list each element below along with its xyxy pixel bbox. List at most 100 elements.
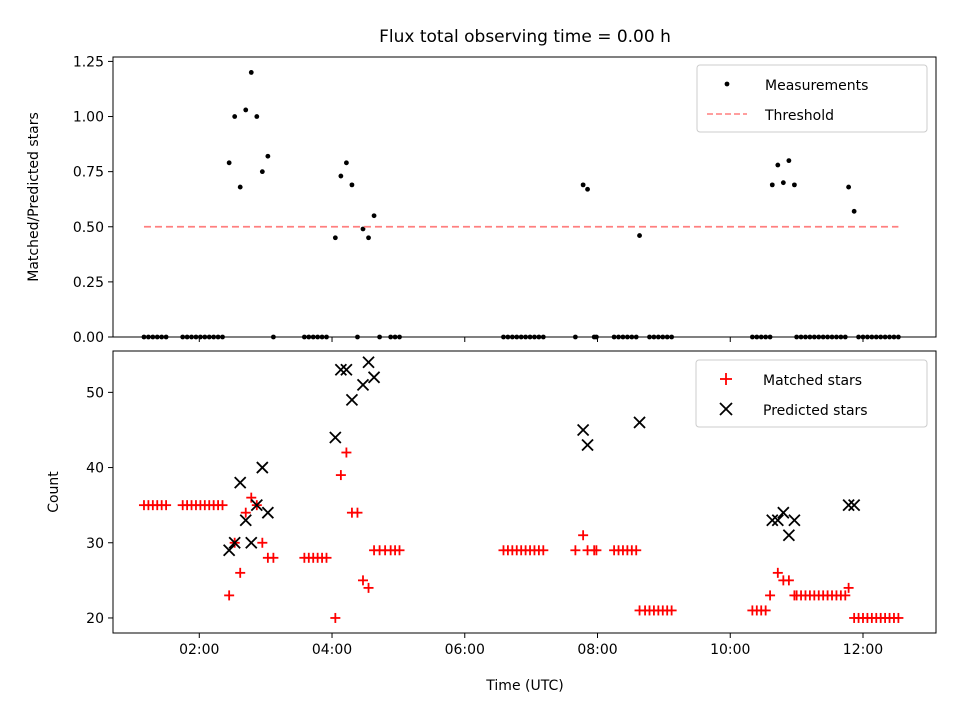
matched-star-marker — [257, 537, 268, 548]
top-legend[interactable]: Measurements Threshold — [696, 64, 928, 133]
x-tick-label: 04:00 — [312, 642, 352, 658]
measurement-point — [237, 184, 243, 190]
matched-star-marker — [321, 552, 332, 563]
matched-star-marker — [765, 590, 776, 601]
matched-stars-legend-marker — [720, 373, 732, 385]
bottom-y-ticks: 20 30 40 50 — [86, 385, 113, 627]
matched-star-marker — [631, 545, 642, 556]
top-y-tick-label: 1.00 — [73, 110, 104, 126]
measurement-point — [775, 162, 781, 168]
top-x-ticks — [198, 337, 864, 342]
threshold-legend-label: Threshold — [764, 108, 834, 124]
matched-star-marker — [268, 552, 279, 563]
x-axis-label: Time (UTC) — [485, 678, 563, 694]
matched-star-marker — [840, 590, 851, 601]
measurement-point — [349, 182, 355, 188]
measurement-point — [371, 213, 377, 219]
predicted-stars-legend-label: Predicted stars — [763, 403, 868, 419]
measurement-point — [248, 70, 254, 75]
measurement-point — [792, 182, 797, 188]
measurement-point — [338, 173, 344, 179]
predicted-star-marker — [848, 499, 861, 512]
predicted-star-marker-b — [223, 544, 236, 557]
predicted-star-marker-b — [261, 506, 275, 519]
predicted-star-marker — [245, 536, 258, 549]
measurements-legend-label: Measurements — [765, 78, 868, 94]
measurement-point — [360, 226, 366, 232]
predicted-star-marker-b — [234, 476, 247, 489]
measurement-point — [265, 153, 271, 159]
matched-star-marker — [363, 582, 374, 593]
x-tick-label: 08:00 — [577, 642, 617, 658]
matched-star-marker — [591, 545, 602, 556]
top-y-tick-label: 0.25 — [73, 275, 104, 291]
measurement-point — [332, 235, 338, 241]
measurement-point — [786, 158, 792, 164]
bottom-y-tick-label: 50 — [86, 385, 104, 401]
predicted-star-marker — [576, 423, 590, 437]
predicted-star-marker-b — [340, 363, 353, 376]
predicted-star-marker — [581, 438, 594, 452]
matched-star-marker — [893, 612, 904, 623]
x-tick-label: 10:00 — [710, 642, 750, 658]
bottom-y-tick-label: 40 — [86, 461, 104, 477]
predicted-star-marker — [356, 378, 370, 391]
measurement-point — [769, 182, 775, 188]
predicted-star-marker — [239, 514, 252, 527]
predicted-star-marker-b — [848, 499, 861, 512]
top-y-ticks: 0.00 0.25 0.50 0.75 1.00 1.25 — [73, 54, 113, 346]
matched-star-marker — [570, 545, 581, 556]
matched-stars-legend-label: Matched stars — [763, 373, 862, 389]
matched-star-marker — [335, 470, 346, 481]
bottom-legend[interactable]: Matched stars Predicted stars — [695, 359, 928, 428]
top-panel: 0.00 0.25 0.50 0.75 1.00 1.25 Matched/Predict… — [26, 54, 937, 346]
predicted-star-marker-b — [362, 356, 375, 369]
matched-star-marker — [246, 492, 257, 503]
measurement-point — [851, 208, 857, 214]
top-y-axis-label: Matched/Predicted stars — [26, 112, 42, 282]
chart-title: Flux total observing time = 0.00 h — [379, 27, 671, 47]
predicted-star-marker-b — [766, 514, 779, 527]
predicted-star-marker — [777, 506, 790, 519]
predicted-star-marker-b — [356, 378, 370, 391]
bottom-panel: 02:00 04:00 06:00 08:00 10:00 12:00 20304050 … — [46, 350, 937, 694]
predicted-star-marker-b — [245, 536, 258, 549]
predicted-star-marker-b — [228, 536, 241, 549]
measurement-point — [344, 160, 349, 166]
bottom-axes-frame — [112, 350, 937, 634]
bottom-plot-area — [138, 356, 904, 623]
top-y-tick-label: 0.00 — [73, 330, 104, 346]
predicted-star-marker — [223, 544, 236, 557]
matched-star-marker — [161, 500, 172, 511]
predicted-star-marker — [842, 499, 855, 512]
measurement-point — [232, 114, 238, 119]
predicted-star-marker-b — [256, 461, 269, 474]
predicted-star-marker-b — [239, 514, 252, 527]
measurements-legend-marker — [724, 81, 730, 87]
measurement-point — [254, 114, 260, 119]
predicted-star-marker-b — [777, 506, 790, 519]
top-y-tick-label: 0.50 — [73, 220, 104, 236]
predicted-star-marker — [234, 476, 247, 489]
measurement-point — [780, 180, 786, 186]
predicted-star-marker — [261, 506, 275, 519]
matched-star-marker — [240, 507, 251, 518]
x-tick-label: 06:00 — [445, 642, 485, 658]
measurement-point — [259, 169, 265, 175]
predicted-star-marker — [329, 431, 342, 444]
predicted-star-marker — [788, 514, 801, 527]
predicted-star-marker-b — [345, 393, 359, 407]
predicted-star-marker — [362, 356, 375, 369]
measurement-point — [580, 182, 586, 188]
top-legend-box — [696, 64, 928, 133]
top-y-tick-label: 0.75 — [73, 165, 104, 181]
matched-star-marker — [217, 500, 228, 511]
predicted-star-marker — [766, 514, 779, 527]
matched-star-marker — [352, 507, 363, 518]
predicted-star-marker — [782, 529, 796, 542]
predicted-star-marker — [250, 499, 263, 512]
predicted-star-marker-b — [334, 363, 348, 376]
predicted-star-marker — [340, 363, 353, 376]
measurement-point — [585, 186, 590, 192]
measurement-point — [846, 184, 852, 190]
